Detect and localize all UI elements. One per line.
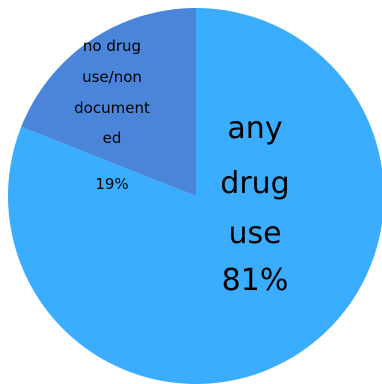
pie-slice-no-drug-use xyxy=(21,7,197,196)
slice-no-drug-use-label-line-3: document xyxy=(74,99,150,117)
slice-no-drug-use-label-line-1: no drug xyxy=(83,37,141,55)
pie-labels: any drug use 81% no drug use/non documen… xyxy=(74,37,290,298)
slice-any-drug-use-label-line-3: use xyxy=(228,216,281,251)
slice-any-drug-use-value-label: 81% xyxy=(222,263,289,298)
slice-no-drug-use-label-line-4: ed xyxy=(103,129,122,147)
pie-slices xyxy=(8,7,382,384)
slice-no-drug-use-label-line-2: use/non xyxy=(82,68,142,86)
slice-any-drug-use-label-line-1: any xyxy=(227,111,282,146)
pie-slice-any-drug-use xyxy=(8,8,382,384)
slice-no-drug-use-value-label: 19% xyxy=(95,175,128,193)
slice-any-drug-use-label-line-2: drug xyxy=(220,166,289,201)
